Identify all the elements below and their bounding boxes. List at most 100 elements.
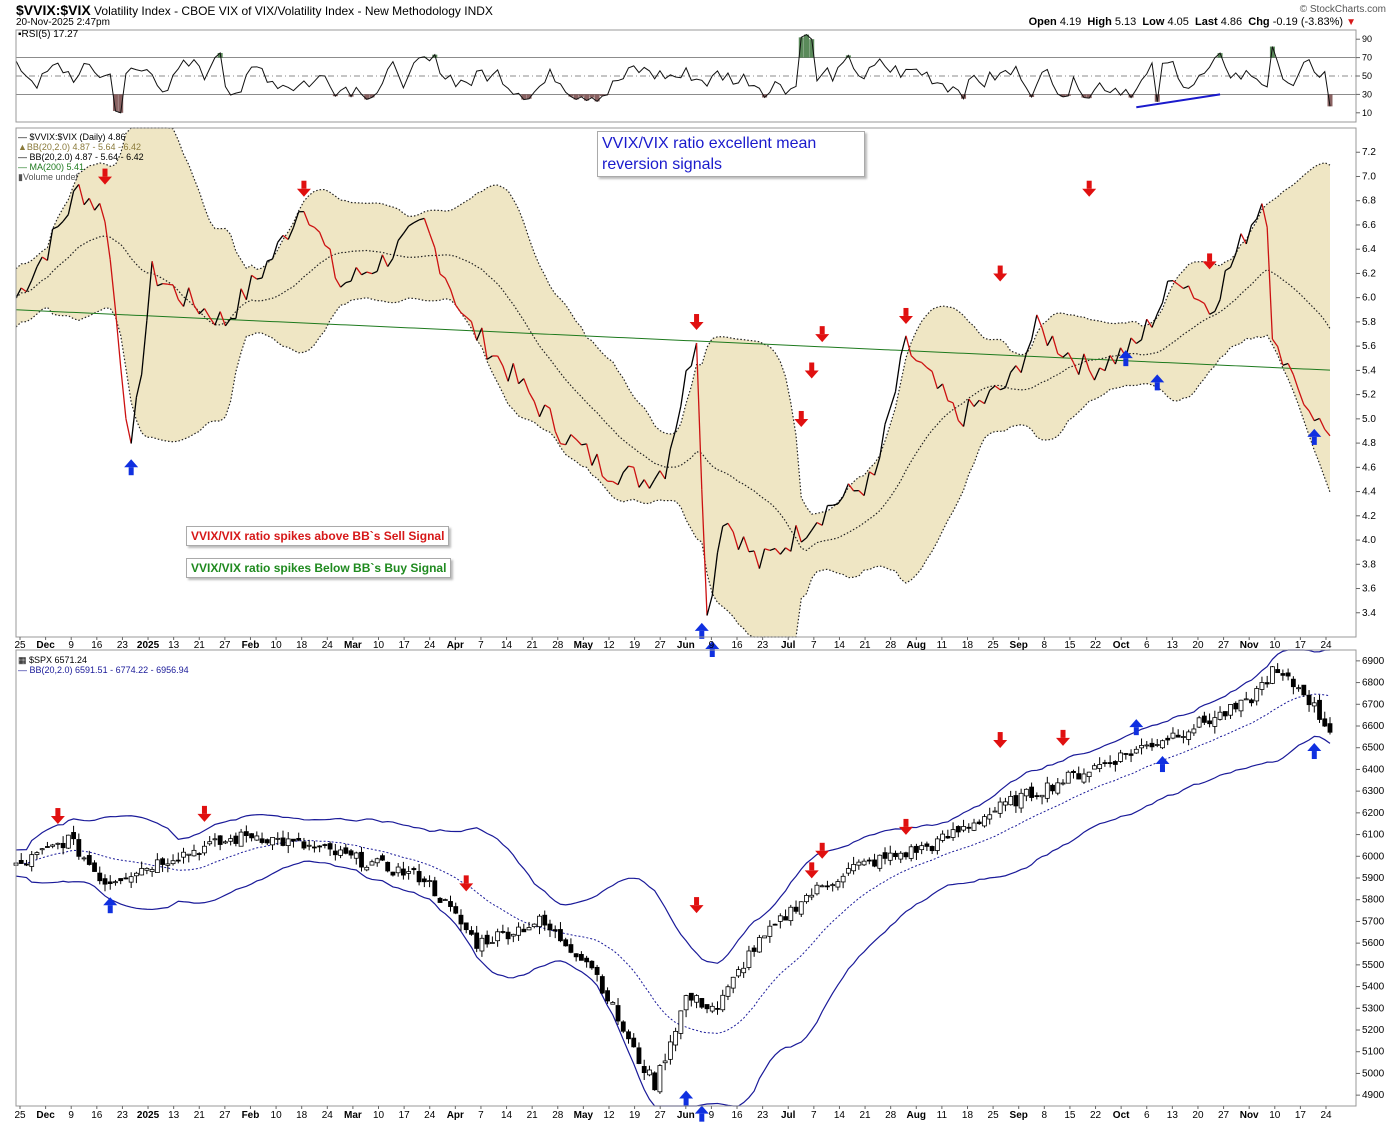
main-tick-label: 4.2 [1362,511,1376,522]
ratio-segment [1109,355,1116,365]
candle-body [390,871,396,876]
ratio-segment [245,275,253,300]
x-tick-label: 11 [937,1110,948,1121]
x-tick-label: Aug [907,640,926,651]
candle-body [1139,745,1144,749]
ratio-segment [585,443,593,466]
sell-arrow-head [1202,261,1217,270]
x-tick-label: 13 [1167,640,1179,651]
candle-body [154,859,160,873]
legend-spx: ▦ $SPX 6571.24 [18,655,88,665]
ratio-segment [1235,233,1242,254]
ratio-segment [423,218,431,234]
candle-body [872,859,877,867]
ratio-segment [172,284,179,300]
chg-label: Chg [1248,16,1270,28]
spx-sell-arrow-head [815,850,830,859]
candle-body [1086,771,1092,777]
x-tick-label: 18 [962,640,974,651]
ratio-segment [889,391,897,409]
candle-body [301,841,307,849]
candle-body [453,906,459,914]
candle-body [170,860,176,865]
candle-body [982,816,987,827]
ratio-segment [1314,417,1320,422]
candle-body [898,852,904,860]
candle-body [709,1005,715,1012]
main-tick-label: 3.6 [1362,584,1376,595]
buy-arrow [705,641,720,657]
candle-body [1327,723,1333,733]
candle-body [317,845,323,848]
buy-arrow-head [705,641,720,649]
ratio-segment [947,400,954,404]
ratio-segment [1183,285,1189,290]
candle-body [149,869,155,872]
spx-buy-arrow [1307,743,1322,760]
x-tick-label: 15 [1064,640,1076,651]
candle-body [1008,795,1014,806]
sell-arrow [1202,253,1217,270]
candle-body [86,855,92,865]
ratio-segment [847,483,855,492]
spx-sell-arrow-stem [201,805,207,814]
ratio-segment [267,258,273,262]
candle-body [18,860,24,864]
x-tick-label: Oct [1113,640,1130,651]
ratio-segment [1198,299,1205,305]
rsi-tick-label: 30 [1362,89,1372,99]
main-tick-label: 4.8 [1362,438,1376,449]
candle-body [746,950,752,968]
x-tick-label: 28 [885,640,897,651]
rsi-tick-label: 50 [1362,71,1372,81]
ratio-segment [1146,318,1153,328]
ratio-segment [1015,365,1022,374]
ratio-segment [261,260,268,279]
sell-arrow-stem [102,168,108,177]
ratio-segment [130,397,138,444]
x-tick-label: 10 [271,640,283,651]
x-tick-label: 10 [271,1110,283,1121]
ratio-segment [769,547,776,552]
rsi-tick-label: 10 [1362,108,1372,118]
spx-sell-arrow-head [50,816,65,825]
ratio-segment [135,374,143,398]
spx-buy-arrow-stem [699,1113,705,1122]
ratio-segment [931,371,938,389]
sell-arrow-stem [809,362,815,371]
ratio-segment [1277,346,1284,366]
ratio-segment [983,390,991,404]
ratio-segment [538,404,546,417]
ratio-segment [408,222,415,227]
x-tick-label: 13 [1167,1110,1179,1121]
sell-arrow-head [898,315,913,324]
vvix-vix-panel [15,127,1331,657]
ratio-segment [1104,355,1111,371]
x-tick-label: 17 [1295,1110,1307,1121]
x-tick-label: 14 [834,640,846,651]
ratio-segment [308,224,315,228]
candle-body [1044,782,1050,799]
ratio-segment [324,244,331,250]
ratio-segment [1250,218,1258,226]
ratio-segment [1292,374,1300,391]
x-tick-label: 22 [1090,640,1102,651]
candle-body [762,935,768,939]
buy-arrow-head [1118,350,1133,359]
candle-body [332,850,338,856]
ratio-segment [67,191,75,215]
candle-body [929,846,935,852]
candle-body [65,834,71,849]
ratio-segment [643,479,651,489]
buy-arrow [1118,350,1133,367]
candle-body [139,868,145,876]
spx-sell-arrow-head [197,813,212,822]
sell-arrow [296,180,311,197]
candle-body [1191,728,1197,734]
ratio-segment [146,261,153,321]
candle-body [589,960,595,969]
ratio-segment [167,283,174,286]
candle-body [1102,762,1108,764]
stockcharts-logo[interactable]: © StockCharts.com [1299,4,1386,15]
sell-arrow-head [804,370,819,379]
